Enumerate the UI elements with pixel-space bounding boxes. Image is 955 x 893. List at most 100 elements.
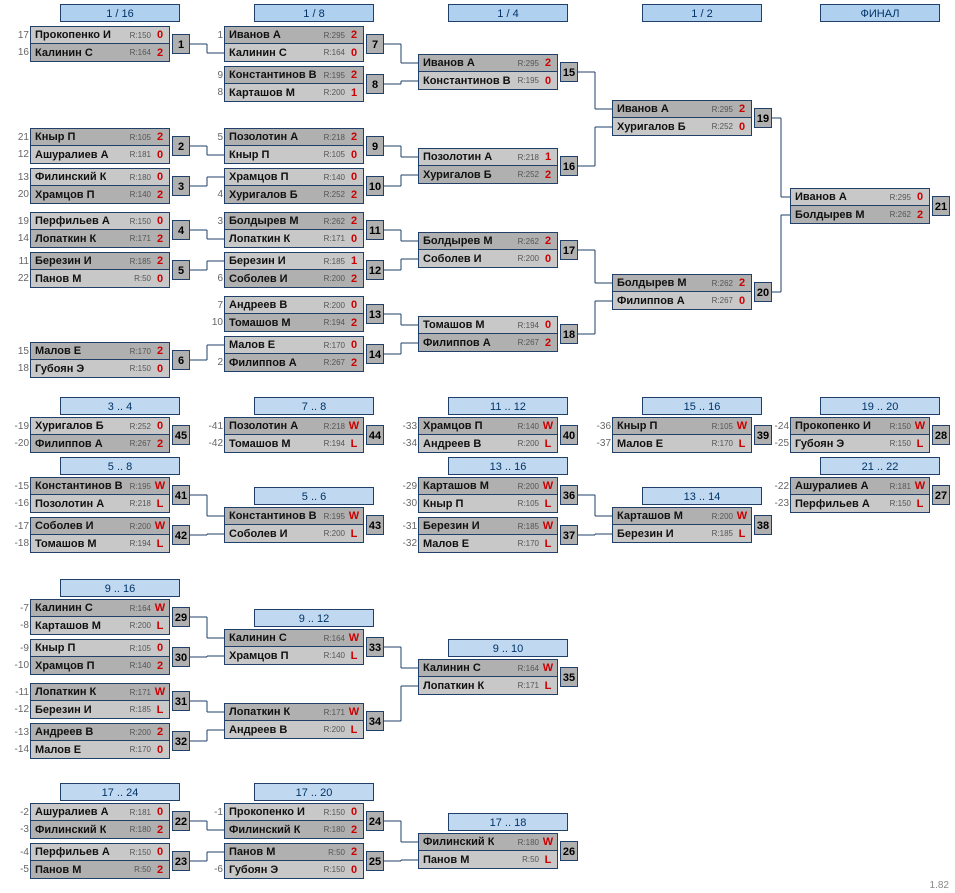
match: 11Березин ИR:185222Панов МR:5005 xyxy=(30,252,170,288)
seed: 12 xyxy=(13,149,29,160)
player-name: Лопаткин К xyxy=(423,680,484,692)
match: -24Прокопенко ИR:150W-25Губоян ЭR:150L28 xyxy=(790,417,930,453)
seed: -6 xyxy=(207,864,223,875)
score: W xyxy=(542,520,554,532)
player-row: 12Ашуралиев АR:1810 xyxy=(30,146,170,164)
score: W xyxy=(542,662,554,674)
match-id: 20 xyxy=(754,282,772,302)
player-name: Хуригалов Б xyxy=(229,189,298,201)
rating: R:170 xyxy=(130,745,151,754)
player-row: Филинский КR:1802 xyxy=(224,821,364,839)
player-name: Болдырев М xyxy=(617,277,687,289)
score: 2 xyxy=(348,273,360,285)
player-name: Иванов А xyxy=(229,29,281,41)
player-name: Храмцов П xyxy=(229,650,289,662)
seed: 2 xyxy=(207,357,223,368)
rating: R:170 xyxy=(518,539,539,548)
seed: 22 xyxy=(13,273,29,284)
player-row: -32Малов ЕR:170L xyxy=(418,535,558,553)
score: L xyxy=(154,704,166,716)
player-name: Ашуралиев А xyxy=(795,480,869,492)
match-id: 40 xyxy=(560,425,578,445)
seed: 11 xyxy=(13,256,29,267)
score: 2 xyxy=(348,29,360,41)
match: -36Кныр ПR:105W-37Малов ЕR:170L39 xyxy=(612,417,752,453)
player-name: Андреев В xyxy=(229,299,287,311)
player-name: Панов М xyxy=(35,273,81,285)
rating: R:218 xyxy=(324,422,345,431)
rating: R:200 xyxy=(518,254,539,263)
rating: R:105 xyxy=(712,422,733,431)
player-name: Березин И xyxy=(35,255,92,267)
player-row: Карташов МR:200W xyxy=(612,507,752,525)
seed: 8 xyxy=(207,87,223,98)
player-name: Томашов М xyxy=(229,317,291,329)
player-name: Лопаткин К xyxy=(229,706,290,718)
rating: R:50 xyxy=(522,855,539,864)
rating: R:164 xyxy=(324,634,345,643)
match: 1Иванов АR:2952Калинин СR:16407 xyxy=(224,26,364,62)
match-id: 14 xyxy=(366,344,384,364)
player-row: Константинов ВR:1950 xyxy=(418,72,558,90)
player-name: Карташов М xyxy=(617,510,683,522)
score: 0 xyxy=(348,339,360,351)
player-row: Филиппов АR:2670 xyxy=(612,292,752,310)
seed: 10 xyxy=(207,317,223,328)
seed: -24 xyxy=(773,421,789,432)
rating: R:295 xyxy=(712,105,733,114)
player-name: Лопаткин К xyxy=(35,233,96,245)
score: 2 xyxy=(348,357,360,369)
match-id: 15 xyxy=(560,62,578,82)
score: L xyxy=(542,438,554,450)
match: -41Позолотин АR:218W-42Томашов МR:194L44 xyxy=(224,417,364,453)
seed: 18 xyxy=(13,363,29,374)
score: 0 xyxy=(348,149,360,161)
score: 1 xyxy=(542,151,554,163)
seed: 4 xyxy=(207,189,223,200)
rating: R:171 xyxy=(130,234,151,243)
score: 2 xyxy=(154,47,166,59)
seed: -30 xyxy=(401,498,417,509)
player-name: Позолотин А xyxy=(229,420,298,432)
player-name: Ашуралиев А xyxy=(35,806,109,818)
match-id: 45 xyxy=(172,425,190,445)
player-row: 13Филинский КR:1800 xyxy=(30,168,170,186)
rating: R:252 xyxy=(130,422,151,431)
match: -7Калинин СR:164W-8Карташов МR:200L29 xyxy=(30,599,170,635)
rating: R:150 xyxy=(890,499,911,508)
score: W xyxy=(914,480,926,492)
score: L xyxy=(542,680,554,692)
player-name: Панов М xyxy=(423,854,469,866)
score: 0 xyxy=(154,29,166,41)
rating: R:194 xyxy=(130,539,151,548)
score: L xyxy=(348,724,360,736)
player-name: Соболев И xyxy=(229,528,288,540)
seed: -16 xyxy=(13,498,29,509)
seed: 13 xyxy=(13,172,29,183)
player-row: 20Храмцов ПR:1402 xyxy=(30,186,170,204)
score: L xyxy=(914,498,926,510)
match-id: 17 xyxy=(560,240,578,260)
match-id: 29 xyxy=(172,607,190,627)
match: 15Малов ЕR:170218Губоян ЭR:15006 xyxy=(30,342,170,378)
seed: 3 xyxy=(207,216,223,227)
seed: -9 xyxy=(13,643,29,654)
rating: R:150 xyxy=(130,31,151,40)
rating: R:170 xyxy=(324,341,345,350)
player-row: -25Губоян ЭR:150L xyxy=(790,435,930,453)
rating: R:200 xyxy=(324,301,345,310)
rating: R:105 xyxy=(518,499,539,508)
seed: 1 xyxy=(207,30,223,41)
rating: R:200 xyxy=(324,529,345,538)
score: 0 xyxy=(736,295,748,307)
player-name: Губоян Э xyxy=(795,438,844,450)
match: -19Хуригалов БR:2520-20Филиппов АR:26724… xyxy=(30,417,170,453)
player-name: Позолотин А xyxy=(35,498,104,510)
score: W xyxy=(542,420,554,432)
score: 0 xyxy=(154,273,166,285)
player-row: Соболев ИR:200L xyxy=(224,525,364,543)
player-row: Филинский КR:180W xyxy=(418,833,558,851)
rating: R:295 xyxy=(324,31,345,40)
player-name: Андреев В xyxy=(423,438,481,450)
seed: -7 xyxy=(13,603,29,614)
